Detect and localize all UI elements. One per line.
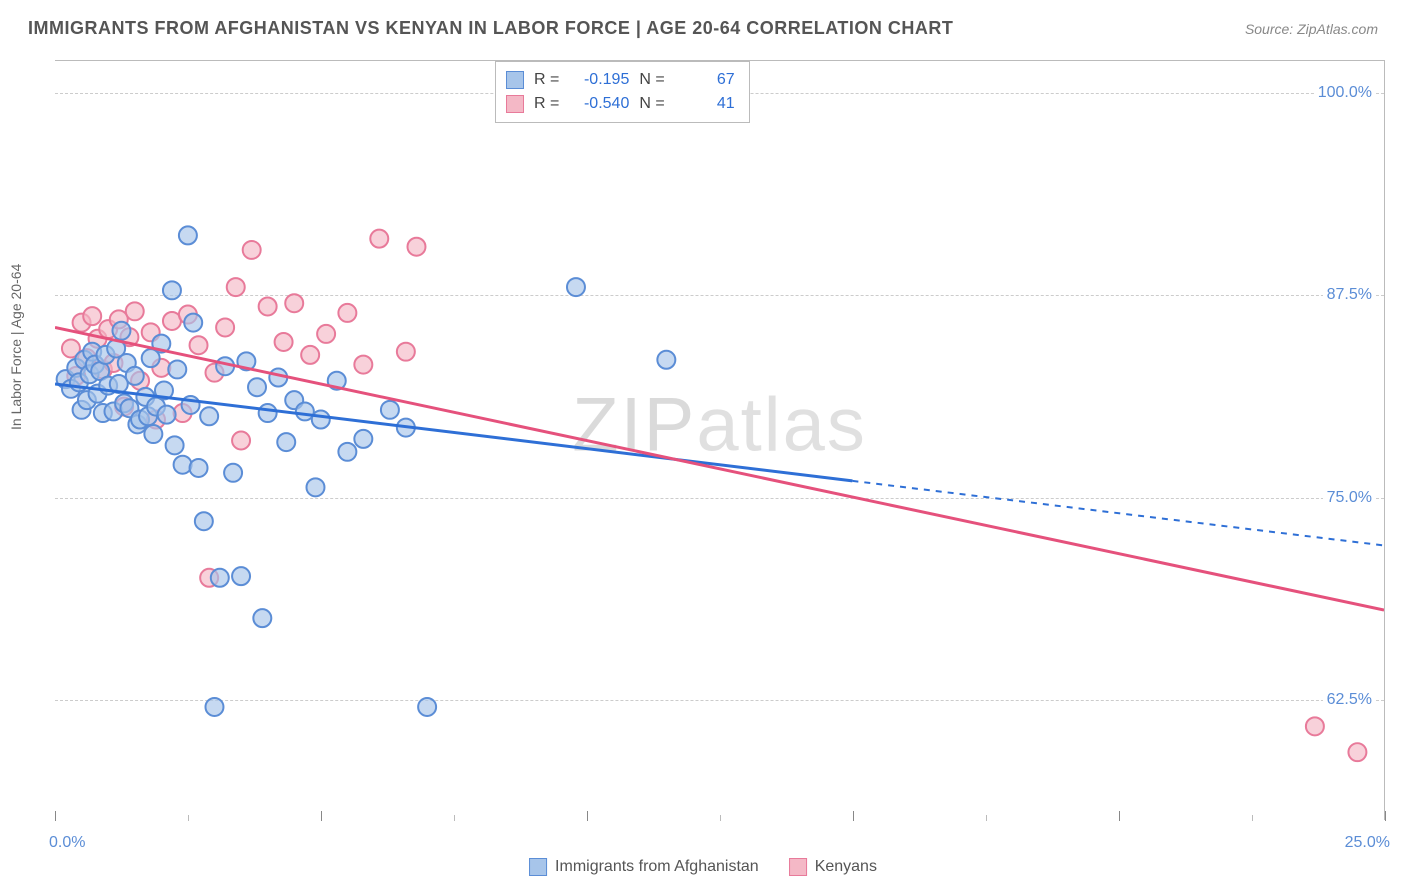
- swatch-kenyan: [506, 95, 524, 113]
- x-tick-major: [55, 811, 56, 821]
- gridline-h: [55, 700, 1384, 701]
- plot-svg: [55, 61, 1384, 820]
- x-tick-25: 25.0%: [1345, 834, 1390, 852]
- gridline-h: [55, 498, 1384, 499]
- y-tick-label: 75.0%: [1323, 489, 1376, 507]
- legend-item-kenyan: Kenyans: [789, 858, 877, 876]
- x-tick-minor: [720, 815, 721, 821]
- stats-legend-box: R = -0.195 N = 67 R = -0.540 N = 41: [495, 61, 750, 123]
- stats-n-kenyan: 41: [675, 92, 735, 116]
- watermark-thin: atlas: [696, 383, 867, 468]
- watermark: ZIPatlas: [572, 382, 867, 469]
- stats-n-afghan: 67: [675, 68, 735, 92]
- legend-label-kenyan: Kenyans: [815, 858, 877, 876]
- stats-n-label-2: N =: [639, 92, 664, 116]
- x-tick-minor: [454, 815, 455, 821]
- y-tick-label: 87.5%: [1323, 286, 1376, 304]
- watermark-bold: ZIP: [572, 383, 696, 468]
- source-label: Source: ZipAtlas.com: [1245, 21, 1378, 37]
- legend-label-afghan: Immigrants from Afghanistan: [555, 858, 759, 876]
- x-tick-major: [1385, 811, 1386, 821]
- chart-title: IMMIGRANTS FROM AFGHANISTAN VS KENYAN IN…: [28, 18, 953, 39]
- x-tick-major: [853, 811, 854, 821]
- stats-row-afghan: R = -0.195 N = 67: [506, 68, 735, 92]
- swatch-afghan: [506, 71, 524, 89]
- legend-swatch-kenyan: [789, 858, 807, 876]
- legend-item-afghan: Immigrants from Afghanistan: [529, 858, 759, 876]
- bottom-legend: Immigrants from Afghanistan Kenyans: [529, 858, 877, 876]
- y-tick-label: 100.0%: [1314, 84, 1376, 102]
- stats-r-label: R =: [534, 68, 559, 92]
- legend-swatch-afghan: [529, 858, 547, 876]
- y-axis-label: In Labor Force | Age 20-64: [8, 264, 24, 430]
- y-tick-label: 62.5%: [1323, 691, 1376, 709]
- stats-row-kenyan: R = -0.540 N = 41: [506, 92, 735, 116]
- gridline-h: [55, 295, 1384, 296]
- x-tick-major: [321, 811, 322, 821]
- stats-r-afghan: -0.195: [569, 68, 629, 92]
- stats-r-kenyan: -0.540: [569, 92, 629, 116]
- chart-area: ZIPatlas 62.5% 75.0% 87.5% 100.0% R = -0.19…: [55, 60, 1385, 820]
- x-tick-minor: [188, 815, 189, 821]
- x-tick-major: [1119, 811, 1120, 821]
- stats-n-label: N =: [639, 68, 664, 92]
- x-tick-major: [587, 811, 588, 821]
- x-tick-0: 0.0%: [49, 834, 85, 852]
- x-tick-minor: [1252, 815, 1253, 821]
- stats-r-label-2: R =: [534, 92, 559, 116]
- x-tick-minor: [986, 815, 987, 821]
